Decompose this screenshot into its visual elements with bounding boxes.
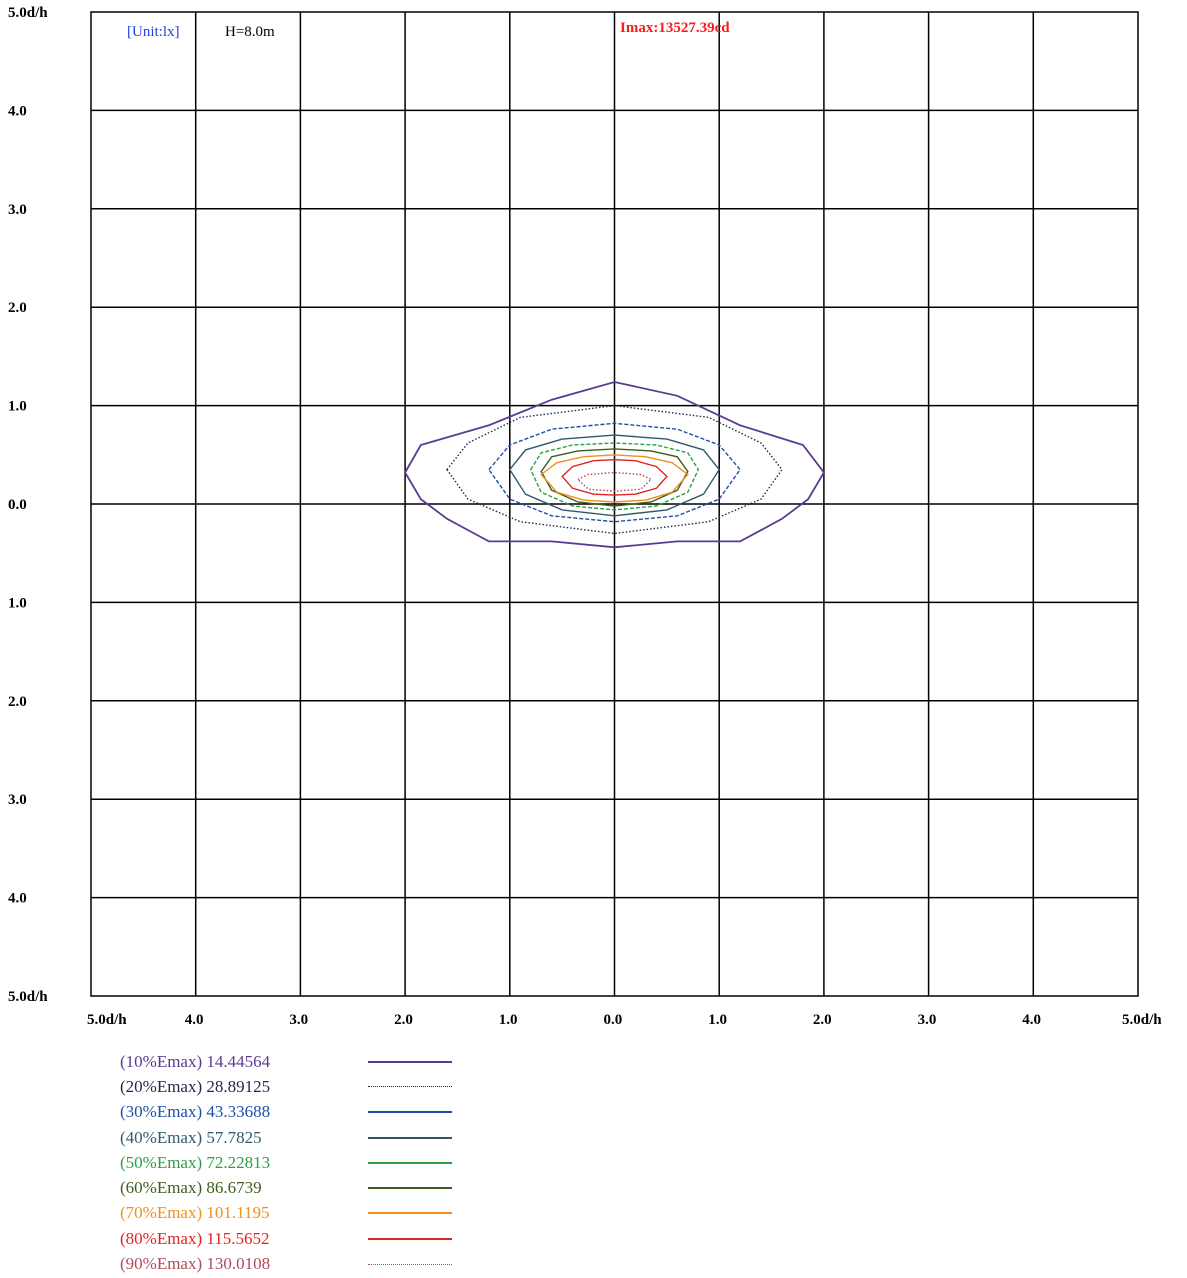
legend-line-swatch: [368, 1136, 452, 1139]
legend-item: (40%Emax) 57.7825: [120, 1125, 452, 1150]
y-tick-label: 5.0d/h: [8, 5, 48, 21]
y-tick-label: 2.0: [8, 694, 27, 710]
legend-item: (90%Emax) 130.0108: [120, 1251, 452, 1276]
x-tick-label: 2.0: [813, 1012, 832, 1028]
y-tick-label: 0.0: [8, 497, 27, 513]
y-tick-label: 4.0: [8, 891, 27, 907]
grid-lines: [91, 12, 1138, 996]
height-label: H=8.0m: [225, 24, 275, 40]
legend-line-swatch: [368, 1161, 452, 1164]
y-tick-label: 4.0: [8, 103, 27, 119]
contour-line: [404, 381, 825, 549]
x-tick-label: 4.0: [1022, 1012, 1041, 1028]
unit-label: [Unit:lx]: [127, 24, 180, 40]
isolux-chart: 5.0d/h4.03.02.01.00.01.02.03.04.05.0d/h …: [8, 5, 1162, 1028]
legend-label: (90%Emax) 130.0108: [120, 1254, 271, 1274]
legend-line-swatch: [368, 1060, 452, 1063]
legend-label: (60%Emax) 86.6739: [120, 1178, 262, 1198]
contour-line: [488, 422, 741, 523]
y-tick-label: 3.0: [8, 202, 27, 218]
legend-label: (50%Emax) 72.22813: [120, 1152, 271, 1172]
y-tick-label: 3.0: [8, 792, 27, 808]
legend-item: (60%Emax) 86.6739: [120, 1175, 452, 1200]
contour-line: [540, 454, 689, 503]
y-tick-label: 5.0d/h: [8, 989, 48, 1005]
y-tick-label: 2.0: [8, 300, 27, 316]
x-tick-label: 5.0d/h: [1122, 1012, 1162, 1028]
legend: (10%Emax) 14.44564 (20%Emax) 28.89125 (30%…: [120, 1049, 452, 1277]
legend-line-swatch: [368, 1237, 452, 1240]
legend-label: (80%Emax) 115.5652: [120, 1228, 270, 1248]
y-tick-label: 1.0: [8, 595, 27, 611]
contour-lines: [404, 381, 825, 549]
x-tick-label: 5.0d/h: [87, 1012, 127, 1028]
x-tick-label: 1.0: [708, 1012, 727, 1028]
legend-line-swatch: [368, 1086, 452, 1088]
contour-line: [540, 448, 689, 507]
y-axis-ticks: 5.0d/h 4.0 3.0 2.0 1.0 0.0 1.0 2.0 3.0 4.0 5.0d/h: [8, 5, 48, 1005]
legend-item: (30%Emax) 43.33688: [120, 1100, 452, 1125]
contour-line: [561, 458, 668, 496]
contour-line: [576, 471, 653, 492]
legend-item: (70%Emax) 101.1195: [120, 1201, 452, 1226]
contour-line: [508, 434, 721, 517]
imax-label: Imax:13527.39cd: [620, 20, 730, 36]
legend-item: (10%Emax) 14.44564: [120, 1049, 452, 1074]
x-tick-label: 0.0: [604, 1012, 623, 1028]
legend-item: (80%Emax) 115.5652: [120, 1226, 452, 1251]
x-tick-label: 1.0: [499, 1012, 518, 1028]
legend-label: (40%Emax) 57.7825: [120, 1127, 262, 1147]
legend-line-swatch: [368, 1111, 452, 1114]
legend-item: (20%Emax) 28.89125: [120, 1074, 452, 1099]
y-tick-label: 1.0: [8, 399, 27, 415]
x-axis-ticks: 5.0d/h 4.0 3.0 2.0 1.0 0.0 1.0 2.0 3.0 4.0 5.0d/h: [87, 1012, 1162, 1028]
x-tick-label: 4.0: [185, 1012, 204, 1028]
legend-label: (10%Emax) 14.44564: [120, 1051, 271, 1071]
legend-line-swatch: [368, 1212, 452, 1215]
legend-label: (20%Emax) 28.89125: [120, 1076, 271, 1096]
x-tick-label: 2.0: [394, 1012, 413, 1028]
contour-line: [529, 442, 700, 511]
x-tick-label: 3.0: [289, 1012, 308, 1028]
legend-label: (30%Emax) 43.33688: [120, 1102, 271, 1122]
legend-line-swatch: [368, 1263, 452, 1265]
x-tick-label: 3.0: [918, 1012, 937, 1028]
legend-label: (70%Emax) 101.1195: [120, 1203, 270, 1223]
contour-line: [446, 404, 783, 535]
legend-item: (50%Emax) 72.22813: [120, 1150, 452, 1175]
legend-line-swatch: [368, 1187, 452, 1190]
